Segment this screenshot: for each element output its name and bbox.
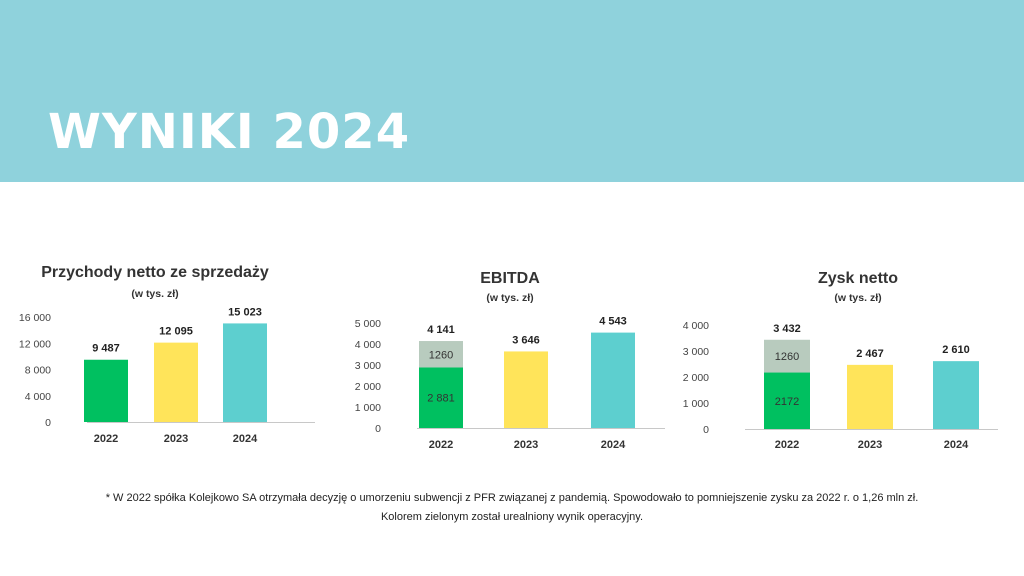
y-tick-label: 1 000 [355, 402, 381, 414]
chart-svg: EBITDA (w tys. zł) 0 1 000 2 000 3 000 4 000 5 … [355, 270, 665, 451]
y-tick-label: 4 000 [355, 339, 381, 351]
y-tick-label: 8 000 [25, 365, 51, 377]
y-tick-label: 1 000 [683, 398, 709, 410]
category-label: 2024 [601, 439, 626, 451]
chart-title: EBITDA [480, 270, 540, 287]
y-tick-label: 16 000 [19, 312, 51, 324]
footnote-line-1: * W 2022 spółka Kolejkowo SA otrzymała d… [105, 492, 919, 504]
bar-2023 [154, 342, 198, 422]
y-tick-label: 4 000 [25, 391, 51, 403]
y-tick-label: 4 000 [683, 320, 709, 332]
title-banner: WYNIKI 2024 [0, 0, 1024, 182]
net-profit-chart: Zysk netto (w tys. zł) 0 1 000 2 000 3 000 4 0… [680, 255, 1010, 465]
bar-2024 [933, 361, 979, 429]
value-label: 4 543 [599, 316, 627, 328]
bar-2022 [84, 359, 128, 422]
segment-label: 2172 [775, 396, 799, 408]
revenue-chart: Przychody netto ze sprzedaży (w tys. zł) 0… [15, 255, 345, 465]
bar-2023 [847, 364, 893, 429]
y-tick-label: 3 000 [355, 360, 381, 372]
y-tick-label: 12 000 [19, 338, 51, 350]
footnote-line-2: Kolorem zielonym został urealniony wynik… [380, 511, 644, 523]
y-tick-label: 2 000 [683, 372, 709, 384]
bar-segment-2022 [764, 372, 810, 429]
category-label: 2023 [164, 433, 188, 445]
value-label: 3 646 [512, 334, 540, 346]
chart-title: Zysk netto [818, 270, 898, 287]
value-label: 2 610 [942, 344, 970, 356]
ebitda-chart: EBITDA (w tys. zł) 0 1 000 2 000 3 000 4 000 5 … [345, 255, 675, 465]
chart-subtitle: (w tys. zł) [131, 288, 178, 300]
segment-label: 2 881 [427, 393, 455, 405]
value-label: 4 141 [427, 324, 455, 336]
value-label: 12 095 [159, 326, 193, 338]
bar-segment-2022 [419, 367, 463, 428]
value-label: 9 487 [92, 343, 120, 355]
bar-segment-2022 [764, 339, 810, 373]
y-tick-label: 3 000 [683, 346, 709, 358]
page-title: WYNIKI 2024 [48, 104, 411, 160]
y-tick-label: 5 000 [355, 318, 381, 330]
bar-2023 [504, 351, 548, 428]
y-tick-label: 0 [703, 424, 709, 436]
category-label: 2023 [514, 439, 538, 451]
category-label: 2024 [944, 439, 969, 451]
segment-label: 1260 [429, 349, 453, 361]
segment-label: 1260 [775, 351, 799, 363]
y-tick-label: 0 [375, 423, 381, 435]
category-label: 2024 [233, 433, 258, 445]
chart-svg: Zysk netto (w tys. zł) 0 1 000 2 000 3 000 4 0… [683, 270, 998, 451]
chart-svg: Przychody netto ze sprzedaży (w tys. zł) 0… [19, 264, 315, 445]
y-tick-label: 0 [45, 417, 51, 429]
category-label: 2023 [858, 439, 882, 451]
bar-segment-2022 [419, 341, 463, 368]
chart-subtitle: (w tys. zł) [834, 292, 881, 304]
bar-2024 [223, 323, 267, 422]
chart-subtitle: (w tys. zł) [486, 292, 533, 304]
chart-title: Przychody netto ze sprzedaży [41, 264, 269, 281]
value-label: 15 023 [228, 306, 262, 318]
value-label: 2 467 [856, 348, 884, 360]
value-label: 3 432 [773, 323, 801, 335]
category-label: 2022 [429, 439, 453, 451]
category-label: 2022 [775, 439, 799, 451]
bar-2024 [591, 332, 635, 428]
category-label: 2022 [94, 433, 118, 445]
y-tick-label: 2 000 [355, 381, 381, 393]
